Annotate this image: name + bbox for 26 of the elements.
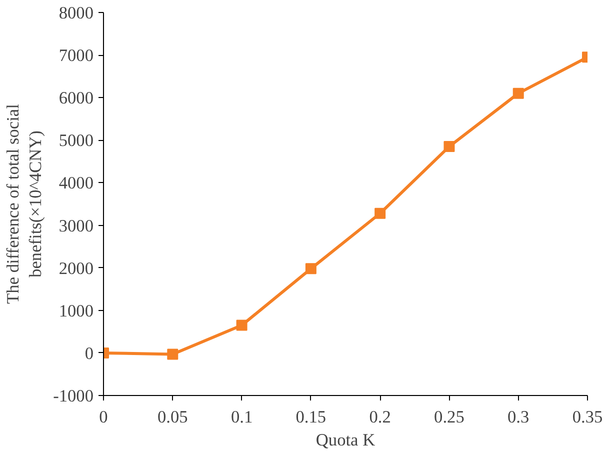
point — [305, 263, 316, 274]
x-tick-label: 0.15 — [296, 408, 326, 426]
y-tick-label: -1000 — [53, 386, 94, 406]
x-tick-label: 0.35 — [572, 408, 603, 426]
point — [444, 141, 455, 152]
x-tick-label: 0.1 — [230, 408, 253, 426]
y-tick-label: 1000 — [58, 301, 94, 320]
y-tick-label: 2000 — [58, 258, 94, 278]
point — [512, 88, 524, 99]
y-tick-label: 4000 — [58, 174, 94, 193]
y-tick-label: 7000 — [58, 46, 94, 66]
point — [374, 208, 386, 219]
x-tick-label: 0 — [99, 408, 108, 426]
y-tick-label: 5000 — [58, 131, 94, 150]
y-tick-label: 6000 — [58, 88, 94, 108]
y-tick-label: 3000 — [58, 216, 94, 236]
x-axis-title: Quota K — [316, 430, 376, 450]
point — [236, 320, 248, 331]
y-tick-label: 0 — [84, 344, 94, 363]
point — [167, 348, 178, 360]
x-tick-label: 0.05 — [157, 408, 188, 426]
y-tick-label: 8000 — [58, 4, 94, 22]
x-tick-label: 0.3 — [508, 408, 530, 426]
x-tick-label: 0.2 — [369, 408, 391, 426]
x-tick-label: 0.25 — [434, 408, 464, 426]
y-axis-title: The difference of total social benefits(×10^4CNY) — [3, 104, 46, 304]
